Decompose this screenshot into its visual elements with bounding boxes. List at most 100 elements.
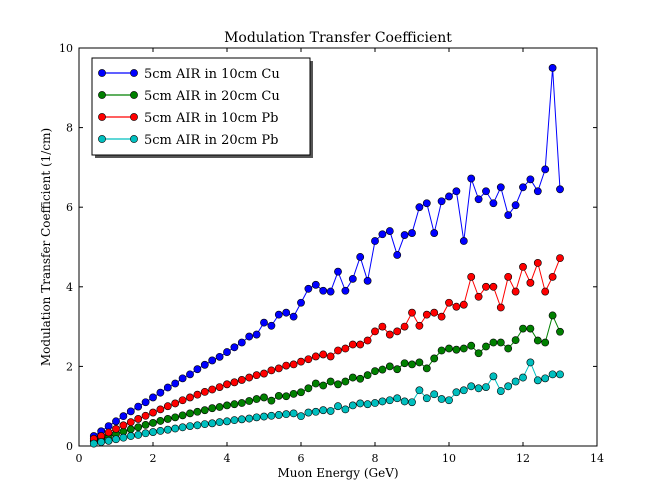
data-point	[467, 174, 476, 183]
data-point	[193, 365, 202, 374]
data-point	[533, 376, 542, 385]
data-point	[378, 365, 387, 374]
data-point	[215, 383, 224, 391]
y-tick-label: 2	[66, 360, 73, 373]
series-layer	[89, 64, 564, 448]
data-point	[548, 272, 557, 281]
data-point	[260, 369, 268, 378]
data-point	[230, 400, 239, 409]
data-point	[519, 324, 527, 333]
data-point	[326, 407, 335, 415]
data-point	[556, 185, 564, 194]
data-point	[282, 361, 291, 370]
series-3	[89, 358, 564, 448]
data-point	[430, 354, 439, 363]
data-point	[223, 348, 231, 356]
data-point	[400, 397, 409, 406]
data-point	[511, 287, 520, 296]
data-point	[371, 367, 379, 376]
data-point	[467, 382, 476, 391]
data-point	[459, 344, 468, 353]
data-point	[334, 402, 342, 411]
data-point	[496, 338, 505, 347]
data-point	[319, 406, 328, 415]
data-point	[208, 356, 217, 365]
data-point	[519, 262, 527, 271]
data-point	[415, 386, 424, 395]
data-point	[393, 365, 402, 374]
data-point	[134, 415, 143, 423]
data-point	[141, 398, 150, 407]
data-point	[215, 352, 224, 361]
data-point	[297, 298, 305, 307]
data-point	[341, 405, 350, 414]
legend-marker	[130, 69, 138, 77]
data-point	[504, 382, 513, 391]
data-point	[437, 346, 446, 355]
data-point	[319, 286, 328, 295]
data-point	[452, 345, 461, 354]
data-point	[326, 287, 335, 296]
data-point	[89, 439, 98, 448]
data-point	[371, 399, 379, 407]
data-point	[215, 418, 224, 427]
data-point	[156, 417, 165, 425]
data-point	[422, 199, 431, 208]
data-point	[245, 332, 254, 341]
data-point	[341, 286, 350, 295]
data-point	[445, 192, 453, 201]
data-point	[452, 388, 461, 397]
x-tick-label: 2	[150, 452, 157, 465]
data-point	[186, 370, 194, 379]
data-point	[149, 393, 157, 402]
x-tick-label: 10	[442, 452, 456, 465]
data-point	[445, 298, 453, 307]
data-point	[223, 401, 231, 410]
data-point	[267, 321, 276, 330]
data-point	[119, 433, 128, 442]
x-tick-label: 8	[372, 452, 379, 465]
data-point	[193, 390, 202, 399]
data-point	[378, 397, 387, 406]
data-point	[112, 424, 120, 433]
data-point	[541, 338, 550, 347]
data-point	[341, 377, 350, 386]
x-tick-label: 4	[224, 452, 231, 465]
data-point	[319, 350, 328, 359]
data-point	[430, 308, 439, 317]
data-point	[430, 229, 439, 237]
data-point	[445, 396, 453, 405]
data-point	[385, 227, 394, 235]
data-point	[156, 426, 165, 435]
data-point	[459, 237, 468, 245]
data-point	[511, 201, 520, 210]
data-point	[230, 343, 239, 352]
legend-label: 5cm AIR in 20cm Pb	[144, 133, 278, 148]
data-point	[289, 360, 298, 369]
data-point	[186, 409, 194, 418]
data-point	[178, 411, 187, 420]
data-point	[200, 406, 209, 415]
legend-marker	[98, 69, 106, 77]
data-point	[274, 391, 283, 400]
data-point	[548, 370, 557, 379]
legend-marker	[98, 91, 106, 99]
data-point	[134, 423, 143, 432]
data-point	[504, 211, 513, 220]
data-point	[141, 429, 150, 438]
data-point	[422, 364, 431, 373]
data-point	[215, 403, 224, 411]
data-point	[533, 187, 542, 196]
data-point	[422, 394, 431, 403]
data-point	[237, 415, 246, 424]
series-0	[89, 64, 564, 440]
data-point	[356, 253, 365, 261]
data-point	[548, 64, 557, 72]
y-tick-label: 0	[66, 440, 73, 453]
legend-marker	[130, 91, 138, 99]
x-tick-label: 6	[298, 452, 305, 465]
data-point	[526, 358, 535, 367]
data-point	[430, 390, 439, 399]
y-tick-label: 8	[66, 122, 73, 135]
data-point	[104, 436, 113, 445]
